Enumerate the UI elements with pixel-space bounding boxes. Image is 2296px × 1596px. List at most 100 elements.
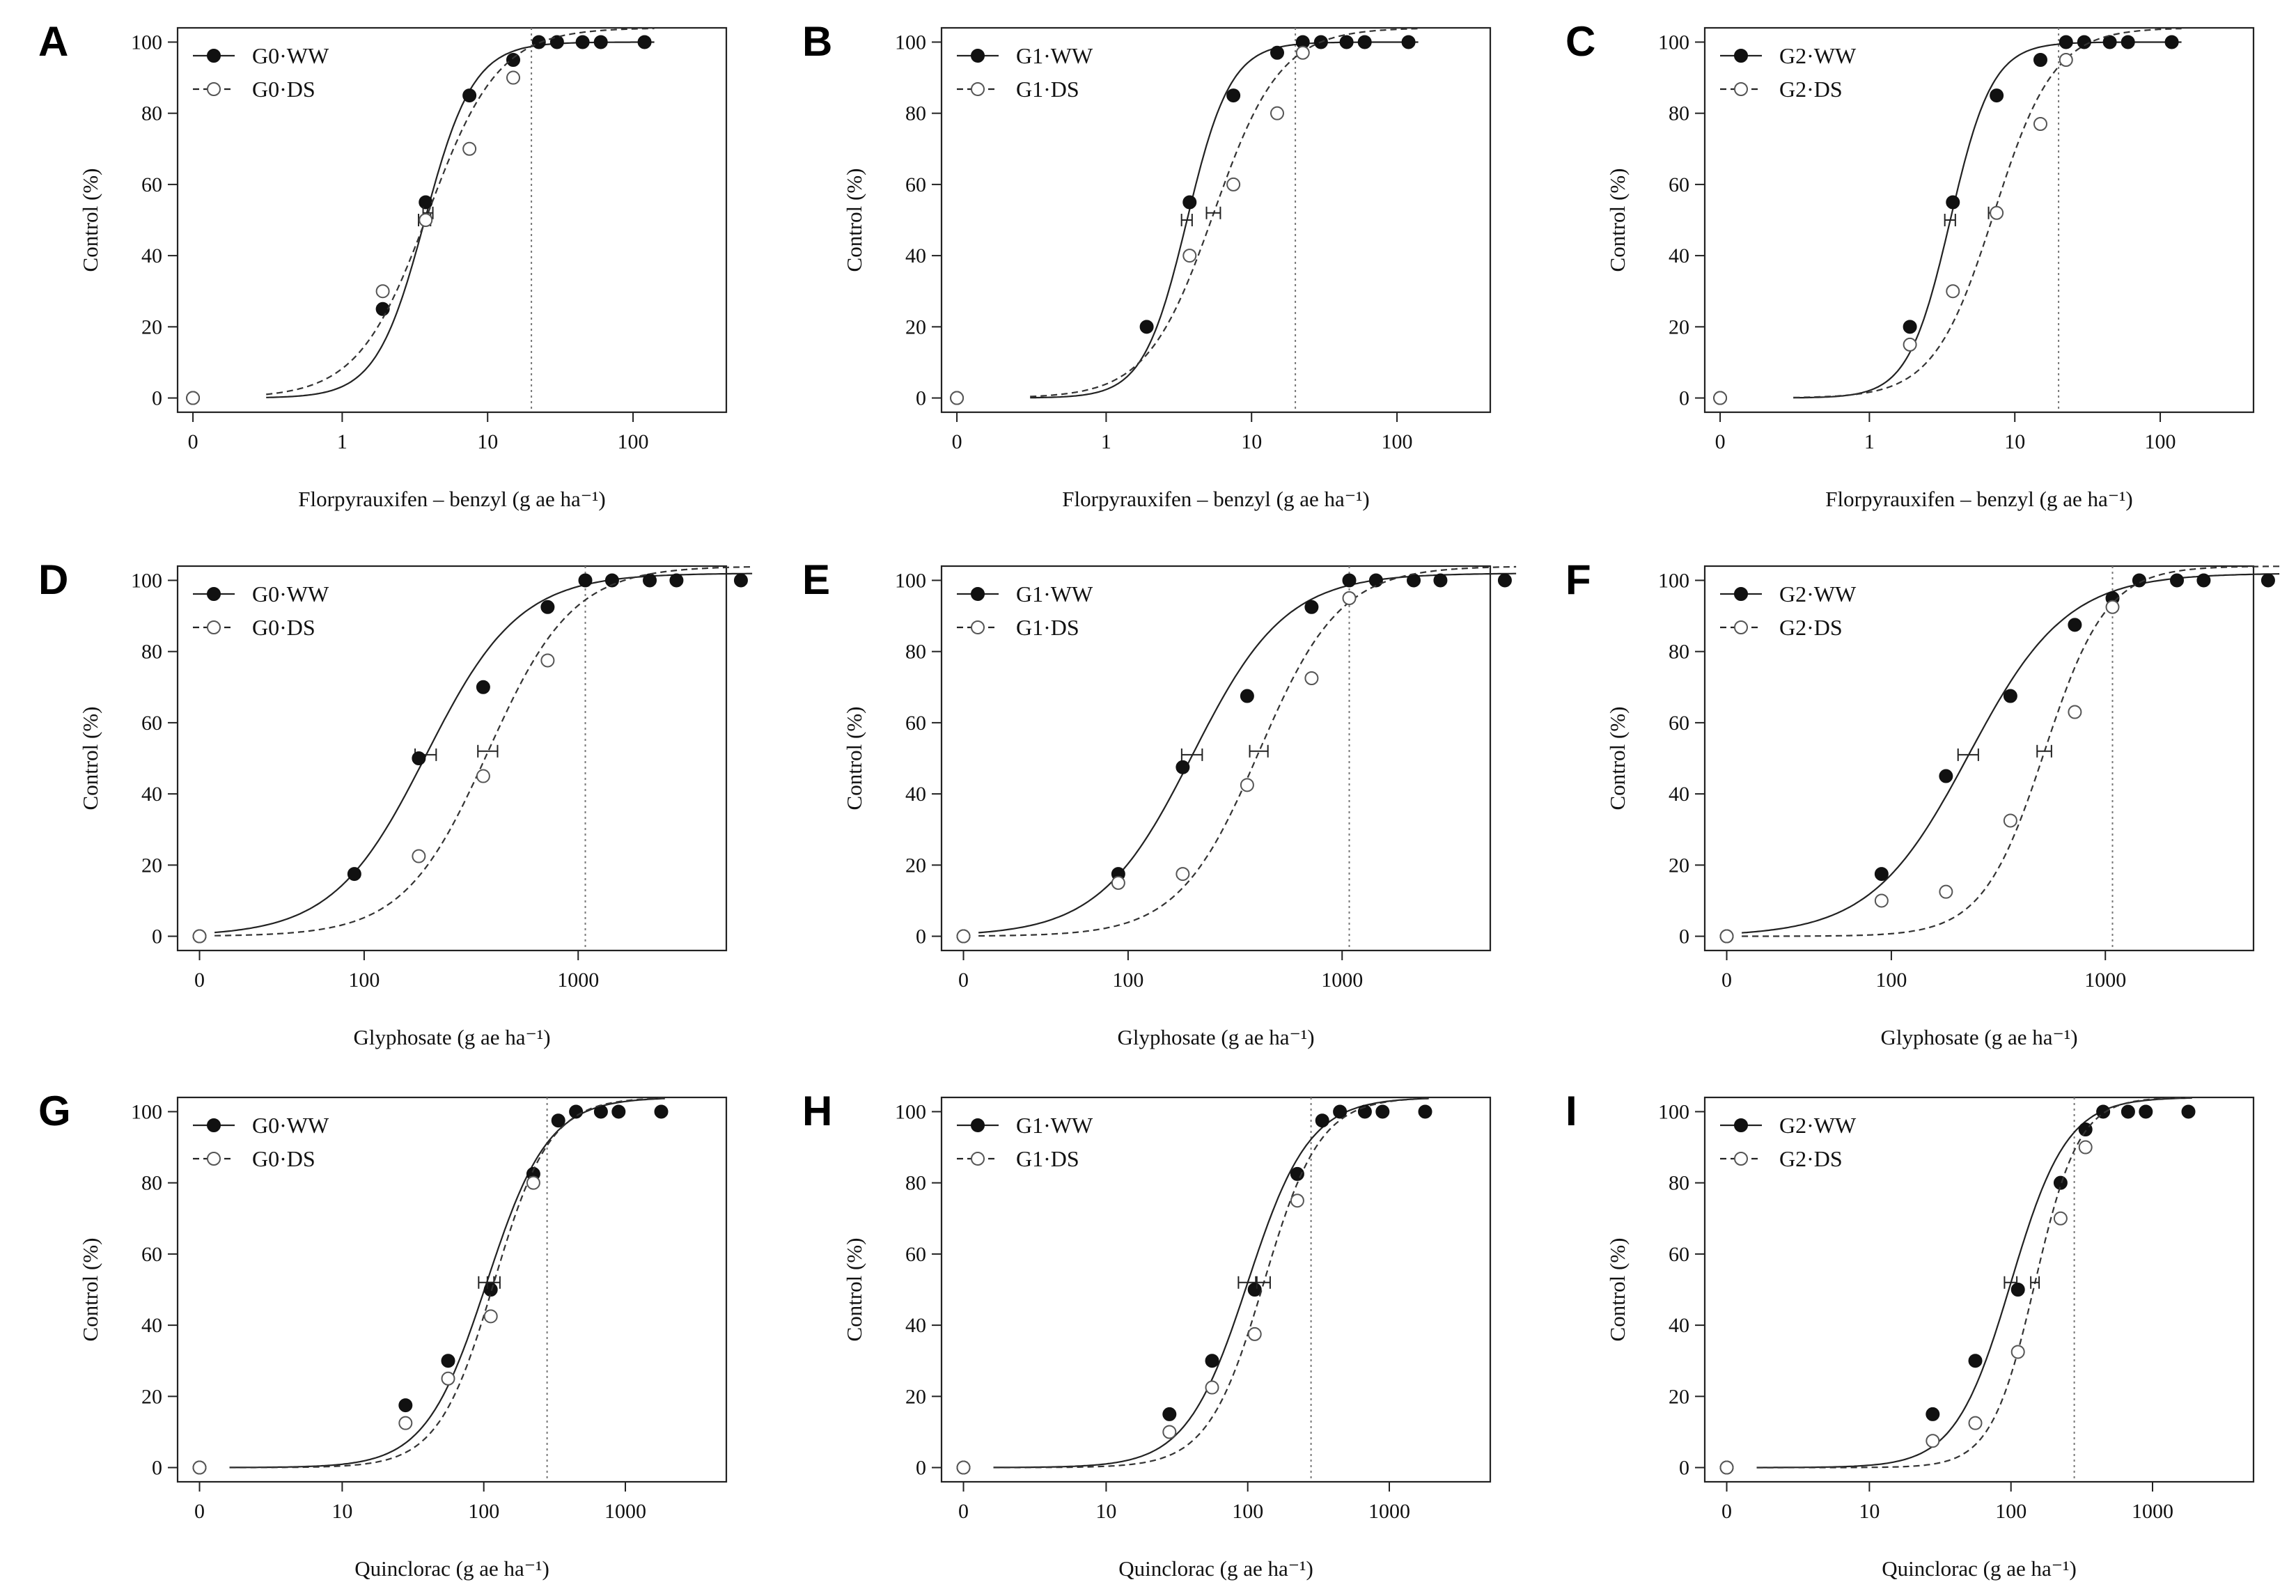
fit-curve [993,1097,1429,1469]
x-tick-label: 1 [337,430,347,453]
y-tick-label: 100 [131,569,162,592]
data-point [2105,600,2120,614]
x-tick-label: 100 [1995,1500,2026,1523]
legend-marker [971,1152,985,1166]
data-point [1162,1425,1177,1439]
data-point [441,1354,455,1368]
x-tick-label: 1000 [2084,969,2126,992]
data-point [950,391,965,405]
data-point [1946,284,1960,299]
data-point [419,213,433,227]
data-point [2121,35,2135,49]
y-tick-label: 80 [141,641,162,664]
data-point [1368,573,1383,588]
data-point [2132,573,2146,588]
x-tick-label: 1000 [557,969,599,992]
legend-entry: G2·WW [1779,43,1857,68]
y-tick-label: 40 [905,783,926,806]
data-point [1290,1194,1304,1208]
y-tick-label: 80 [1669,102,1689,125]
y-tick-label: 60 [1669,1243,1689,1266]
legend-entry: G0·DS [252,615,315,640]
fit-curve [1756,1097,2192,1469]
data-point [2164,35,2179,49]
y-tick-label: 20 [1669,315,1689,338]
data-point [192,1460,207,1475]
plot-frame [1703,565,2255,952]
data-point [1990,205,2004,220]
x-tick-label: 10 [2004,430,2025,453]
data-point [1270,106,1284,120]
data-point [1240,689,1254,703]
data-point [2181,1104,2196,1119]
y-axis-label: Control (%) [1605,1238,1630,1342]
data-point [1162,1407,1177,1421]
data-point [347,867,361,882]
data-point [1407,573,1421,588]
data-point [1719,929,1734,944]
plot-frame [940,26,1492,414]
data-point [462,141,477,156]
legend-entry: G1·WW [1016,1113,1093,1138]
y-tick-label: 20 [1669,1385,1689,1408]
plot-frame [1703,1096,2255,1483]
legend-entry: G0·WW [252,1113,329,1138]
x-tick-label: 100 [2145,430,2176,453]
data-point [1304,671,1319,685]
x-tick-label: 100 [1875,969,1907,992]
x-axis-label: Quinclorac (g ae ha⁻¹) [354,1556,549,1581]
legend-marker [1734,587,1748,601]
data-point [1205,1380,1219,1395]
data-point [2053,1175,2068,1190]
y-axis-label: Control (%) [1605,707,1630,811]
data-point [186,391,201,405]
y-tick-label: 60 [141,1243,162,1266]
data-point [569,1104,584,1119]
data-point [1926,1407,1940,1421]
legend-entry: G1·DS [1016,615,1079,640]
fit-curve [266,27,655,396]
x-axis-label: Glyphosate (g ae ha⁻¹) [1117,1025,1314,1049]
data-point [2010,1283,2025,1297]
panel-b: B 0 20 40 60 80 100 0 1 10 100 Control (%) Florpyrau… [802,18,1492,511]
legend-entry: G1·DS [1016,77,1079,102]
x-axis-label: Florpyrauxifen – benzyl (g ae ha⁻¹) [1062,487,1369,511]
legend-entry: G2·DS [1779,1146,1843,1171]
y-tick-label: 0 [1679,1457,1689,1480]
legend-marker [971,620,985,634]
data-point [2010,1345,2025,1359]
y-tick-label: 60 [905,712,926,735]
series-ww [1719,573,2280,944]
y-tick-label: 80 [1669,1172,1689,1195]
legend-entry: G0·DS [252,77,315,102]
y-tick-label: 80 [141,1172,162,1195]
data-point [551,1113,565,1128]
x-tick-label: 0 [1721,969,1732,992]
data-point [476,680,490,694]
legend-entry: G2·DS [1779,615,1843,640]
data-point [540,653,555,668]
legend-marker [207,82,221,96]
data-point [1968,1416,1983,1430]
data-point [1968,1354,1983,1368]
y-tick-label: 60 [905,173,926,196]
fit-curve [1742,573,2280,934]
series-ds [956,565,1517,944]
data-point [1433,573,1448,588]
data-point [1295,45,1310,60]
fit-curve [229,1097,665,1469]
fit-curve [214,565,753,937]
data-point [2053,1211,2068,1226]
y-tick-label: 0 [152,1457,162,1480]
series-ds [186,27,655,405]
panel-letter: F [1565,556,1591,603]
data-point [375,302,390,316]
y-tick-label: 0 [152,925,162,948]
panel-letter: H [802,1088,832,1134]
fit-curve [1756,1097,2192,1469]
data-point [526,1175,540,1190]
x-tick-label: 1000 [1321,969,1363,992]
panel-letter: I [1565,1088,1577,1134]
y-tick-label: 0 [152,387,162,410]
